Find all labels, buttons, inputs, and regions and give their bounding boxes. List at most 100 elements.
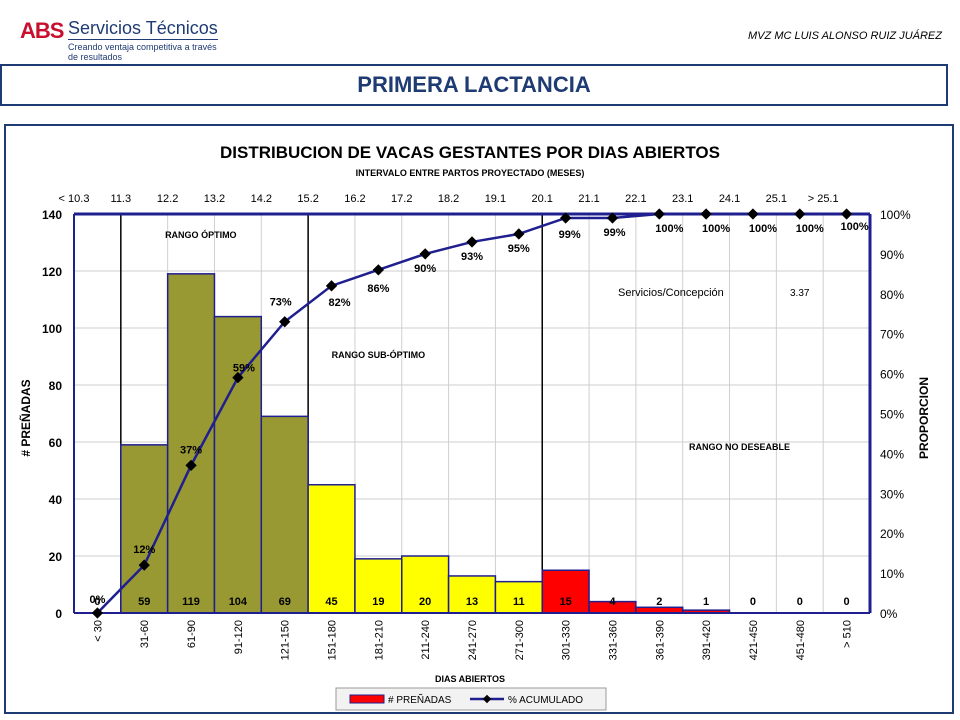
y-tick-label: 140	[42, 208, 62, 222]
y-tick-label: 80	[49, 379, 63, 393]
bar	[260, 415, 309, 614]
x-tick-label: 241-270	[467, 620, 479, 660]
pct-label: 82%	[329, 297, 351, 309]
y-axis-title: # PREÑADAS	[18, 379, 33, 456]
top-tick-label: 12.2	[157, 193, 178, 205]
cumulative-point	[794, 208, 806, 220]
top-tick-label: 24.1	[719, 193, 740, 205]
legend-label-line: % ACUMULADO	[508, 695, 583, 706]
pct-label: 99%	[559, 229, 581, 241]
x-tick-label: 31-60	[139, 620, 151, 648]
cumulative-point	[606, 212, 619, 224]
author-name: MVZ MC LUIS ALONSO RUIZ JUÁREZ	[748, 30, 942, 42]
bar-value-label: 15	[560, 596, 572, 608]
zone-label: RANGO NO DESEABLE	[689, 442, 790, 452]
y-tick-label: 0	[55, 607, 62, 621]
x-tick-label: 271-300	[514, 620, 526, 660]
x-tick-label: 301-330	[561, 620, 573, 660]
cumulative-point	[840, 208, 853, 220]
x-tick-label: 391-420	[701, 620, 713, 660]
y-tick-label: 100	[42, 322, 62, 336]
top-tick-label: 13.2	[204, 193, 225, 205]
x-tick-label: 91-120	[233, 620, 245, 654]
bar-value-label: 0	[844, 596, 850, 608]
pct-label: 12%	[133, 544, 155, 556]
bar-value-label: 11	[513, 596, 525, 608]
bar-value-label: 13	[466, 596, 478, 608]
y2-tick-label: 90%	[880, 248, 904, 262]
y2-tick-label: 40%	[880, 447, 904, 461]
bar-value-label: 69	[279, 596, 291, 608]
x-tick-label: 451-480	[795, 620, 807, 660]
bar-value-label: 4	[609, 596, 616, 608]
pct-label: 99%	[603, 227, 625, 239]
cumulative-point	[653, 208, 665, 220]
pct-label: 100%	[749, 223, 777, 235]
y2-tick-label: 10%	[880, 567, 904, 581]
page-title: PRIMERA LACTANCIA	[357, 72, 591, 97]
x-tick-label: 151-180	[327, 620, 339, 660]
pct-label: 100%	[702, 223, 730, 235]
logo-mark: ABS	[20, 18, 64, 43]
bar-value-label: 20	[419, 596, 431, 608]
y2-axis-title: PROPORCION	[917, 377, 931, 459]
bar-value-label: 119	[182, 596, 200, 608]
logo-name: Servicios Técnicos	[68, 18, 218, 38]
top-tick-label: 16.2	[344, 193, 365, 205]
x-tick-label: 211-240	[420, 620, 432, 660]
bar-value-label: 0	[797, 596, 803, 608]
bar-value-label: 0	[94, 596, 100, 608]
y-tick-label: 40	[49, 493, 63, 507]
title-banner: PRIMERA LACTANCIA	[0, 64, 948, 106]
bar-value-label: 19	[372, 596, 384, 608]
pct-label: 86%	[367, 283, 389, 295]
y2-tick-label: 100%	[880, 208, 911, 222]
bar-value-label: 2	[656, 596, 662, 608]
x-tick-label: 361-390	[654, 620, 666, 660]
legend-label-bar: # PREÑADAS	[388, 693, 452, 706]
zone-label: RANGO ÓPTIMO	[165, 229, 237, 240]
top-tick-label: > 25.1	[808, 193, 839, 205]
x-tick-label: 181-210	[373, 620, 385, 660]
top-tick-label: 21.1	[578, 193, 599, 205]
top-tick-label: < 10.3	[59, 193, 90, 205]
bar	[307, 484, 356, 614]
top-tick-label: 14.2	[251, 193, 272, 205]
pct-label: 93%	[461, 251, 483, 263]
x-tick-label: 61-90	[186, 620, 198, 648]
bar-value-label: 59	[138, 596, 150, 608]
bar	[401, 555, 450, 614]
pct-label: 90%	[414, 263, 436, 275]
logo-divider	[68, 39, 218, 40]
top-tick-label: 23.1	[672, 193, 693, 205]
top-tick-label: 15.2	[297, 193, 318, 205]
x-axis-title: DIAS ABIERTOS	[435, 674, 505, 684]
top-tick-label: 20.1	[532, 193, 553, 205]
chart-frame	[4, 124, 954, 714]
bar-value-label: 1	[703, 596, 709, 608]
top-tick-label: 18.2	[438, 193, 459, 205]
cumulative-point	[513, 228, 525, 240]
y2-tick-label: 70%	[880, 328, 904, 342]
y-tick-label: 60	[49, 436, 63, 450]
pct-label: 95%	[508, 243, 530, 255]
bar-value-label: 104	[229, 596, 248, 608]
pct-label: 0%	[89, 594, 105, 606]
pct-label: 100%	[841, 221, 869, 233]
cumulative-point	[466, 236, 478, 248]
cumulative-point	[700, 208, 712, 220]
y2-tick-label: 80%	[880, 288, 904, 302]
y2-tick-label: 0%	[880, 607, 898, 621]
annotation-value: 3.37	[790, 288, 810, 299]
logo-tagline: Creando ventaja competitiva a través de …	[68, 42, 217, 62]
cumulative-point	[325, 280, 338, 292]
top-axis-label: INTERVALO ENTRE PARTOS PROYECTADO (MESES…	[356, 168, 585, 178]
bar-value-label: 45	[325, 596, 337, 608]
x-tick-label: 421-450	[748, 620, 760, 660]
bar-value-label: 0	[750, 596, 756, 608]
annotation-label: Servicios/Concepción	[618, 287, 724, 299]
top-tick-label: 22.1	[625, 193, 646, 205]
cumulative-point	[279, 316, 291, 328]
bar	[213, 315, 263, 614]
x-tick-label: > 510	[842, 620, 854, 648]
